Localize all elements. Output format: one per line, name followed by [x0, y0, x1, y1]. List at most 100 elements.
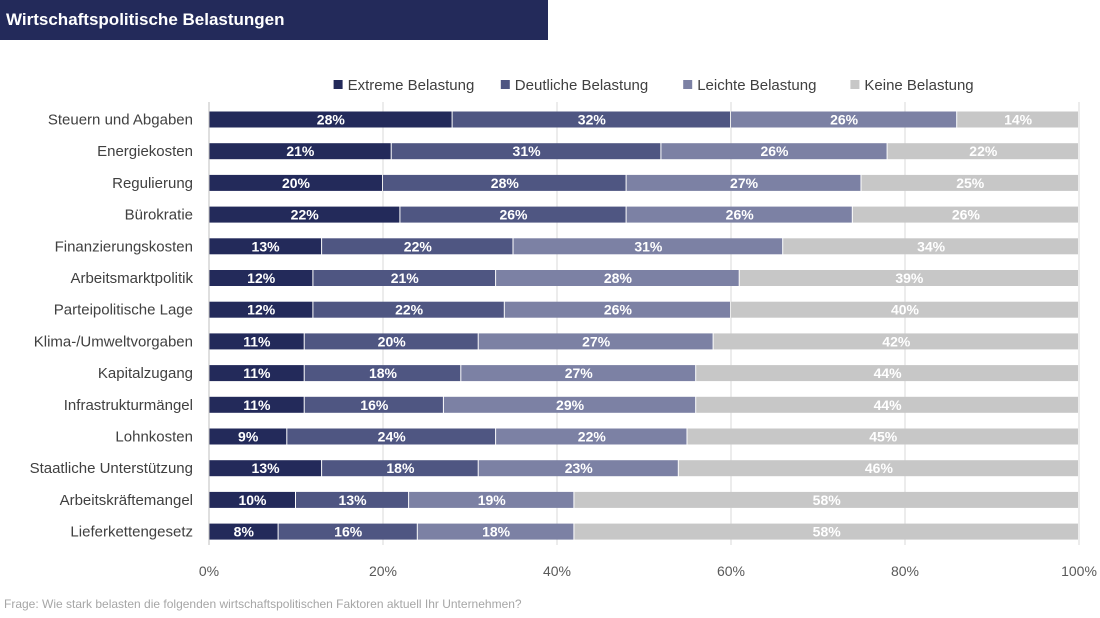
x-tick-label: 20% [369, 563, 397, 579]
question-footnote: Frage: Wie stark belasten die folgenden … [4, 597, 522, 611]
data-label: 32% [578, 112, 607, 128]
page-title: Wirtschaftspolitische Belastungen [0, 0, 548, 40]
bar-segment-extreme-belastung [209, 238, 322, 255]
data-label: 27% [730, 175, 759, 191]
bar-segment-deutliche-belastung [304, 333, 478, 350]
legend-label-deutliche-belastung: Deutliche Belastung [515, 77, 648, 94]
data-label: 40% [891, 302, 920, 318]
data-label: 31% [634, 238, 663, 254]
bar-segment-leichte-belastung [443, 396, 696, 413]
data-label: 34% [917, 238, 946, 254]
category-label: Lohnkosten [115, 429, 193, 446]
data-label: 18% [482, 524, 511, 540]
bar-segment-extreme-belastung [209, 491, 295, 508]
data-label: 26% [726, 207, 755, 223]
category-label: Klima-/Umweltvorgaben [34, 333, 193, 350]
category-label: Energiekosten [97, 143, 193, 160]
data-label: 58% [813, 492, 842, 508]
bar-segment-keine-belastung [957, 111, 1078, 128]
bar-segment-keine-belastung [574, 491, 1078, 508]
data-label: 12% [247, 302, 276, 318]
bar-segment-keine-belastung [887, 143, 1078, 160]
data-label: 25% [956, 175, 985, 191]
data-label: 13% [252, 238, 281, 254]
data-label: 27% [582, 333, 611, 349]
bar-segment-leichte-belastung [731, 111, 957, 128]
data-label: 11% [243, 333, 271, 349]
bar-segment-extreme-belastung [209, 460, 322, 477]
bar-segment-leichte-belastung [626, 174, 861, 191]
bar-segment-extreme-belastung [209, 301, 313, 318]
bar-segment-deutliche-belastung [296, 491, 409, 508]
bar-segment-deutliche-belastung [322, 238, 513, 255]
legend-label-leichte-belastung: Leichte Belastung [697, 77, 816, 94]
data-label: 58% [813, 524, 842, 540]
data-label: 23% [565, 460, 594, 476]
legend-swatch-keine-belastung [850, 80, 860, 89]
legend-swatch-extreme-belastung [333, 80, 343, 89]
data-label: 9% [238, 429, 259, 445]
data-label: 26% [830, 112, 859, 128]
category-label: Kapitalzugang [98, 365, 193, 382]
category-label: Arbeitskräftemangel [60, 492, 193, 509]
data-label: 45% [869, 429, 898, 445]
bar-segment-leichte-belastung [478, 460, 678, 477]
bar-segment-keine-belastung [696, 396, 1078, 413]
data-label: 18% [369, 365, 398, 381]
bar-segment-leichte-belastung [496, 428, 687, 445]
bar-segment-keine-belastung [696, 365, 1078, 382]
category-label: Arbeitsmarktpolitik [70, 270, 193, 287]
x-tick-label: 0% [199, 563, 219, 579]
bar-segment-extreme-belastung [209, 111, 452, 128]
category-label: Staatliche Unterstützung [30, 460, 193, 477]
data-label: 13% [339, 492, 368, 508]
bar-segment-extreme-belastung [209, 270, 313, 286]
bar-segment-extreme-belastung [209, 206, 400, 223]
category-label: Finanzierungskosten [55, 238, 193, 255]
bar-segment-extreme-belastung [209, 428, 287, 445]
data-label: 16% [360, 397, 389, 413]
bar-segment-keine-belastung [861, 174, 1078, 191]
data-label: 21% [391, 270, 420, 286]
data-label: 26% [499, 207, 528, 223]
data-label: 11% [243, 397, 271, 413]
bar-segment-keine-belastung [783, 238, 1078, 255]
bar-segment-keine-belastung [713, 333, 1078, 350]
data-label: 42% [882, 333, 911, 349]
data-label: 22% [969, 143, 998, 159]
category-label: Bürokratie [125, 207, 193, 224]
data-label: 19% [478, 492, 507, 508]
data-label: 11% [243, 365, 271, 381]
bar-segment-extreme-belastung [209, 396, 304, 413]
data-label: 31% [513, 143, 542, 159]
bar-segment-keine-belastung [678, 460, 1078, 477]
bar-segment-keine-belastung [739, 270, 1078, 286]
bar-segment-deutliche-belastung [313, 270, 496, 286]
category-label: Parteipolitische Lage [54, 302, 193, 319]
bar-segment-deutliche-belastung [313, 301, 504, 318]
data-label: 28% [604, 270, 633, 286]
data-label: 14% [1004, 112, 1033, 128]
category-label: Regulierung [112, 175, 193, 192]
category-label: Infrastrukturmängel [64, 397, 193, 414]
x-tick-label: 40% [543, 563, 571, 579]
bar-segment-keine-belastung [852, 206, 1078, 223]
data-label: 22% [291, 207, 320, 223]
x-tick-label: 100% [1061, 563, 1097, 579]
data-label: 26% [760, 143, 789, 159]
data-label: 29% [556, 397, 585, 413]
data-label: 24% [378, 429, 407, 445]
legend-swatch-leichte-belastung [683, 80, 693, 89]
data-label: 22% [404, 238, 433, 254]
bar-segment-extreme-belastung [209, 365, 304, 382]
bar-segment-deutliche-belastung [391, 143, 661, 160]
bar-segment-deutliche-belastung [322, 460, 478, 477]
bar-segment-leichte-belastung [478, 333, 713, 350]
bar-segment-deutliche-belastung [304, 365, 461, 382]
bar-segment-keine-belastung [731, 301, 1078, 318]
bar-segment-extreme-belastung [209, 333, 304, 350]
data-label: 46% [865, 460, 894, 476]
data-label: 8% [234, 524, 255, 540]
bar-segment-leichte-belastung [409, 491, 574, 508]
